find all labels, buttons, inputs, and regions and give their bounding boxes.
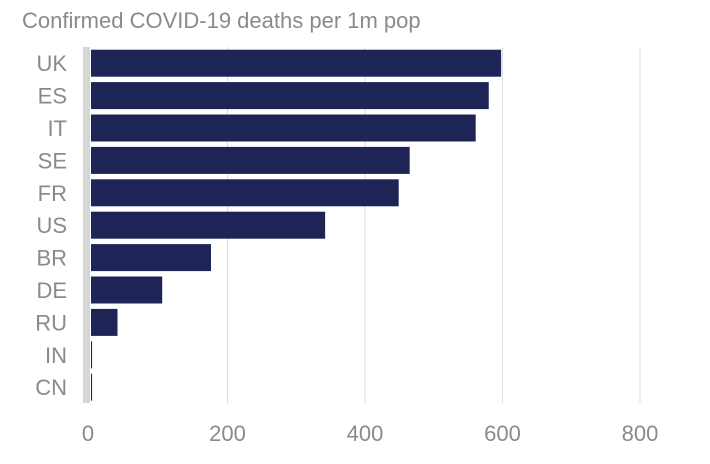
x-tick-label: 600 xyxy=(484,421,521,446)
bar-ru xyxy=(91,308,118,336)
x-tick-label: 400 xyxy=(347,421,384,446)
x-tick-label: 200 xyxy=(209,421,246,446)
category-label-fr: FR xyxy=(38,181,67,206)
x-tick-labels: 0 200 400 600 800 xyxy=(82,421,658,446)
bar-es xyxy=(91,82,489,110)
bar-se xyxy=(91,146,410,174)
bar-in xyxy=(91,341,93,369)
x-tick-label: 0 xyxy=(82,421,94,446)
category-label-ru: RU xyxy=(35,310,67,335)
y-axis-baseline xyxy=(83,47,90,403)
category-label-uk: UK xyxy=(36,51,67,76)
x-tick-label: 800 xyxy=(622,421,659,446)
bar-de xyxy=(91,276,163,304)
category-label-us: US xyxy=(36,213,67,238)
category-label-br: BR xyxy=(36,246,67,271)
chart-title: Confirmed COVID-19 deaths per 1m pop xyxy=(22,8,421,33)
bars xyxy=(91,49,502,401)
category-label-cn: CN xyxy=(35,375,67,400)
category-labels: UK ES IT SE FR US BR DE RU IN CN xyxy=(35,51,67,400)
category-label-in: IN xyxy=(45,343,67,368)
category-label-es: ES xyxy=(38,84,67,109)
bar-cn xyxy=(91,373,93,401)
bar-it xyxy=(91,114,476,142)
category-label-it: IT xyxy=(47,116,67,141)
category-label-se: SE xyxy=(38,148,67,173)
bar-br xyxy=(91,244,211,272)
bar-us xyxy=(91,211,326,239)
bar-fr xyxy=(91,179,399,207)
category-label-de: DE xyxy=(36,278,67,303)
bar-uk xyxy=(91,49,502,77)
